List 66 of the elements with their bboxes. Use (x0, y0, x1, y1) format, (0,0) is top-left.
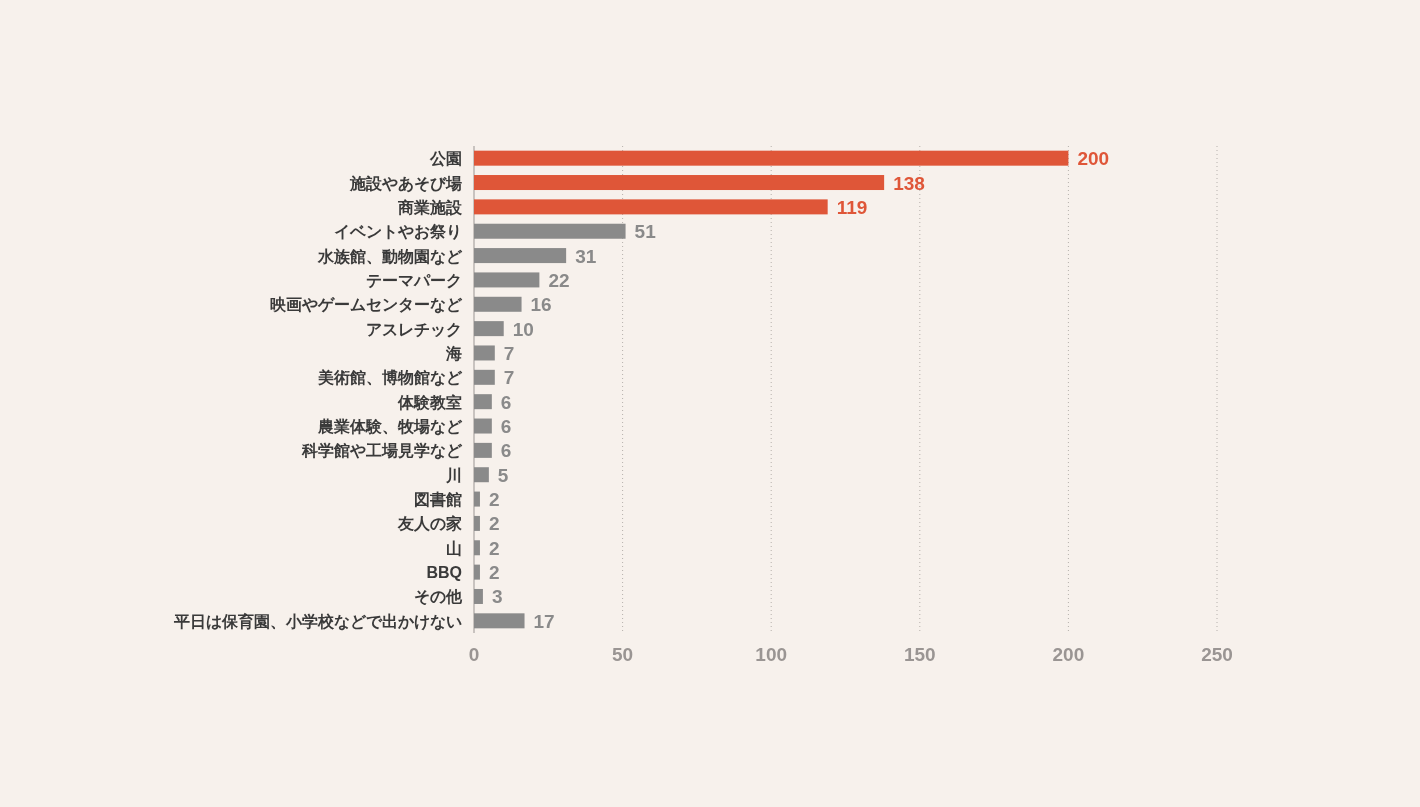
data-label: 31 (575, 245, 597, 267)
y-tick-label: 施設やあそび場 (349, 174, 462, 193)
x-tick-label: 150 (903, 644, 936, 665)
y-tick-label: 科学館や工場見学など (301, 442, 463, 461)
y-tick-label: 海 (445, 344, 462, 362)
y-tick-label: アスレチック (366, 320, 462, 338)
data-label: 7 (503, 367, 515, 389)
y-tick-label: 川 (445, 466, 462, 484)
bar (474, 540, 480, 556)
bar (474, 223, 626, 239)
bar (474, 418, 492, 434)
data-label: 2 (488, 537, 500, 559)
data-label: 7 (503, 342, 515, 364)
bar (474, 491, 480, 507)
data-label: 119 (836, 196, 868, 218)
y-tick-label: 水族館、動物園など (317, 247, 463, 266)
bar (474, 199, 828, 215)
y-tick-label: BBQ (426, 564, 462, 582)
y-tick-label: 図書館 (414, 491, 462, 509)
data-label: 2 (488, 489, 500, 511)
y-tick-label: 映画やゲームセンターなど (270, 296, 463, 315)
bar (474, 248, 567, 264)
y-tick-label: 平日は保育園、小学校などで出かけない (173, 611, 462, 631)
data-label: 51 (634, 221, 657, 243)
data-label: 200 (1077, 148, 1110, 170)
data-label: 3 (491, 586, 503, 608)
data-label: 10 (512, 318, 534, 340)
bar (474, 564, 480, 580)
bar (474, 369, 495, 385)
bar (474, 588, 483, 604)
y-tick-label: 公園 (429, 150, 462, 168)
bar (474, 515, 480, 531)
y-tick-label: 美術館、博物館など (317, 368, 463, 388)
bar (474, 467, 489, 483)
data-label: 5 (497, 464, 509, 486)
bar (474, 442, 492, 458)
x-tick-label: 50 (612, 644, 634, 665)
y-tick-label: イベントやお祭り (334, 223, 462, 241)
y-tick-label: 友人の家 (397, 514, 462, 533)
data-label: 6 (500, 391, 512, 413)
bar (474, 394, 492, 410)
y-tick-label: 農業体験、牧場など (317, 418, 463, 437)
data-label: 6 (500, 440, 512, 462)
bar (474, 296, 522, 312)
bar (474, 175, 885, 191)
data-label: 2 (488, 562, 500, 584)
x-tick-label: 200 (1052, 644, 1085, 665)
data-label: 2 (488, 513, 500, 535)
data-label: 17 (533, 610, 555, 632)
data-label: 16 (530, 294, 552, 316)
bar (474, 321, 504, 337)
y-tick-label: 山 (446, 539, 462, 557)
data-label: 138 (893, 172, 925, 194)
y-tick-label: 商業施設 (397, 198, 463, 216)
data-label: 22 (548, 269, 570, 291)
bar (474, 272, 540, 288)
y-tick-label: 体験教室 (397, 392, 462, 411)
bar (474, 150, 1069, 166)
data-label: 6 (500, 416, 512, 438)
x-tick-label: 250 (1201, 644, 1233, 665)
x-tick-label: 100 (755, 644, 788, 665)
y-tick-label: その他 (414, 588, 463, 607)
y-tick-label: テーマパーク (366, 271, 462, 289)
bar (474, 613, 525, 629)
x-tick-label: 0 (468, 644, 480, 665)
bar (474, 345, 495, 361)
